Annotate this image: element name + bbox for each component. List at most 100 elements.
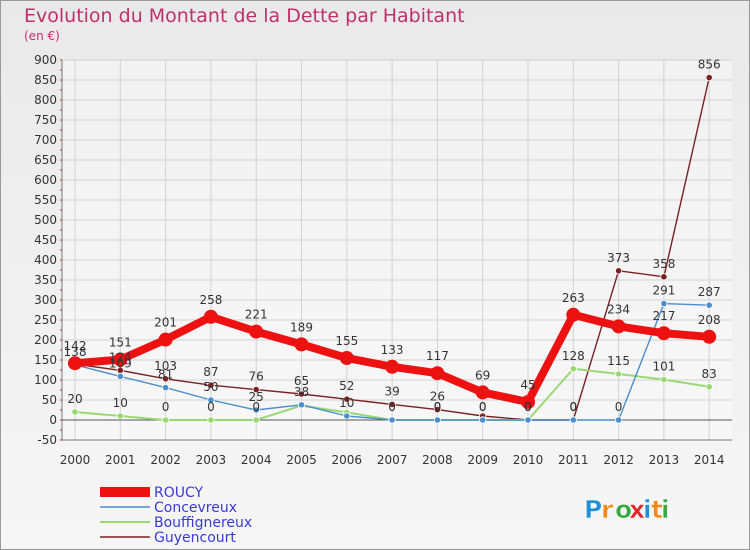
- data-point: [207, 416, 215, 424]
- data-label: 221: [245, 308, 268, 322]
- y-tick-label: 400: [34, 253, 57, 267]
- y-tick-label: 250: [34, 313, 57, 327]
- data-point: [252, 406, 260, 414]
- data-point: [656, 326, 671, 341]
- data-label: 103: [154, 359, 177, 373]
- data-label: 0: [524, 400, 532, 414]
- x-tick-label: 2003: [196, 453, 227, 467]
- data-point: [521, 395, 535, 409]
- data-point: [566, 307, 581, 322]
- data-label: 101: [652, 360, 675, 374]
- data-point: [385, 359, 400, 374]
- logo-letter: t: [651, 495, 663, 524]
- data-label: 0: [207, 400, 215, 414]
- data-point: [207, 381, 215, 389]
- x-tick-label: 2010: [513, 453, 544, 467]
- legend-label: Guyencourt: [154, 530, 236, 546]
- data-label: 0: [388, 400, 396, 414]
- data-point: [433, 405, 441, 414]
- data-label: 0: [615, 400, 623, 414]
- data-point: [614, 267, 623, 275]
- data-point: [162, 375, 170, 383]
- y-tick-label: 0: [49, 413, 57, 427]
- data-point: [68, 356, 82, 371]
- x-tick-label: 2007: [377, 453, 408, 467]
- data-label: 38: [294, 385, 309, 399]
- data-label: 87: [203, 365, 218, 379]
- data-label: 83: [702, 367, 717, 381]
- data-label: 10: [339, 396, 354, 410]
- x-tick-label: 2004: [241, 453, 272, 467]
- y-tick-label: 700: [34, 133, 57, 147]
- data-point: [116, 412, 124, 420]
- data-point: [116, 372, 124, 380]
- data-label: 142: [64, 339, 87, 353]
- chart-subtitle: (en €): [24, 29, 60, 43]
- legend-label: Bouffignereux: [154, 515, 252, 531]
- data-point: [294, 337, 309, 352]
- y-tick-label: 800: [34, 93, 57, 107]
- y-tick-label: 350: [34, 273, 57, 287]
- data-label: 0: [524, 400, 532, 414]
- data-label: 291: [652, 284, 675, 298]
- data-label: 138: [64, 345, 87, 359]
- y-tick-label: 150: [34, 353, 57, 367]
- data-point: [113, 352, 128, 367]
- data-label: 45: [520, 378, 535, 392]
- data-point: [524, 416, 532, 424]
- data-point: [705, 74, 713, 82]
- x-tick-label: 2008: [422, 453, 453, 467]
- data-point: [252, 385, 260, 394]
- data-label: 0: [569, 400, 577, 414]
- data-label: 20: [67, 392, 82, 406]
- data-point: [705, 301, 713, 309]
- series-roucy: [68, 307, 717, 409]
- data-point: [343, 395, 351, 403]
- y-tick-label: 750: [34, 113, 57, 127]
- data-point: [203, 309, 218, 324]
- data-label: 234: [607, 302, 630, 316]
- y-tick-label: 600: [34, 173, 57, 187]
- data-point: [207, 396, 215, 404]
- data-point: [475, 385, 490, 400]
- data-point: [660, 375, 668, 384]
- data-point: [614, 370, 623, 378]
- data-label: 856: [698, 58, 721, 72]
- y-tick-label: 200: [34, 333, 57, 347]
- data-point: [162, 383, 170, 392]
- data-label: 109: [109, 356, 132, 370]
- logo-letter: i: [661, 495, 670, 524]
- data-point: [569, 365, 577, 373]
- y-tick-label: 450: [34, 233, 57, 247]
- chart-title: Evolution du Montant de la Dette par Hab…: [24, 5, 465, 27]
- data-label: 76: [249, 370, 264, 384]
- y-tick-label: 300: [34, 293, 57, 307]
- data-point: [569, 416, 577, 424]
- data-label: 201: [154, 316, 177, 330]
- data-point: [297, 401, 306, 409]
- legend-item: Guyencourt: [100, 530, 236, 546]
- data-label: 0: [479, 400, 487, 414]
- x-tick-label: 2013: [649, 453, 680, 467]
- data-point: [249, 324, 264, 339]
- y-tick-label: 850: [34, 73, 57, 87]
- y-tick-label: -50: [37, 433, 57, 447]
- x-tick-label: 2009: [467, 453, 498, 467]
- data-label: 0: [162, 400, 170, 414]
- data-label: 0: [479, 400, 487, 414]
- data-label: 128: [562, 349, 585, 363]
- data-label: 155: [335, 334, 358, 348]
- data-label: 0: [569, 400, 577, 414]
- data-label: 65: [294, 374, 309, 388]
- data-label: 124: [109, 350, 132, 364]
- legend-item: Concevreux: [100, 500, 237, 516]
- logo-letter: P: [584, 495, 602, 524]
- data-label: 189: [290, 320, 313, 334]
- data-label: 0: [434, 400, 442, 414]
- legend-label: ROUCY: [154, 485, 204, 501]
- data-label: 115: [607, 354, 630, 368]
- data-point: [388, 416, 396, 424]
